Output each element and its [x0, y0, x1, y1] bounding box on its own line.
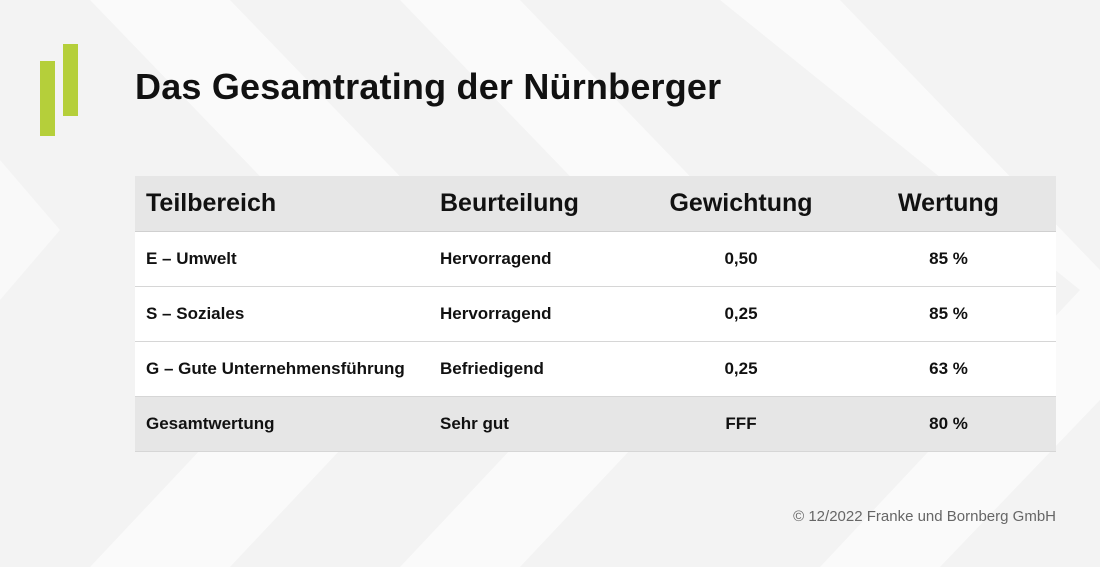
page-title: Das Gesamtrating der Nürnberger: [135, 66, 722, 107]
column-header-wertung: Wertung: [841, 176, 1056, 232]
brand-logo-icon: [40, 44, 78, 136]
copyright-footer: © 12/2022 Franke und Bornberg GmbH: [793, 508, 1056, 525]
cell-beurteilung: Hervorragend: [429, 286, 641, 342]
cell-wertung: 63 %: [841, 341, 1056, 397]
column-header-gewichtung: Gewichtung: [641, 176, 841, 232]
cell-teilbereich: S – Soziales: [135, 286, 429, 342]
cell-gewichtung: 0,25: [641, 286, 841, 342]
cell-teilbereich: E – Umwelt: [135, 231, 429, 287]
column-header-beurteilung: Beurteilung: [429, 176, 641, 232]
cell-beurteilung: Hervorragend: [429, 231, 641, 287]
table-row: S – Soziales Hervorragend 0,25 85 %: [135, 286, 1056, 342]
cell-gewichtung: 0,50: [641, 231, 841, 287]
cell-gewichtung: FFF: [641, 396, 841, 452]
cell-wertung: 85 %: [841, 231, 1056, 287]
table-header-row: Teilbereich Beurteilung Gewichtung Wertu…: [135, 176, 1056, 232]
table-row: E – Umwelt Hervorragend 0,50 85 %: [135, 231, 1056, 287]
cell-wertung: 85 %: [841, 286, 1056, 342]
column-header-teilbereich: Teilbereich: [135, 176, 429, 232]
cell-gewichtung: 0,25: [641, 341, 841, 397]
cell-teilbereich: Gesamtwertung: [135, 396, 429, 452]
rating-table: Teilbereich Beurteilung Gewichtung Wertu…: [135, 176, 1056, 452]
cell-wertung: 80 %: [841, 396, 1056, 452]
cell-beurteilung: Sehr gut: [429, 396, 641, 452]
cell-teilbereich: G – Gute Unternehmensführung: [135, 341, 429, 397]
cell-beurteilung: Befriedigend: [429, 341, 641, 397]
table-row: G – Gute Unternehmensführung Befriedigen…: [135, 341, 1056, 397]
table-total-row: Gesamtwertung Sehr gut FFF 80 %: [135, 396, 1056, 452]
